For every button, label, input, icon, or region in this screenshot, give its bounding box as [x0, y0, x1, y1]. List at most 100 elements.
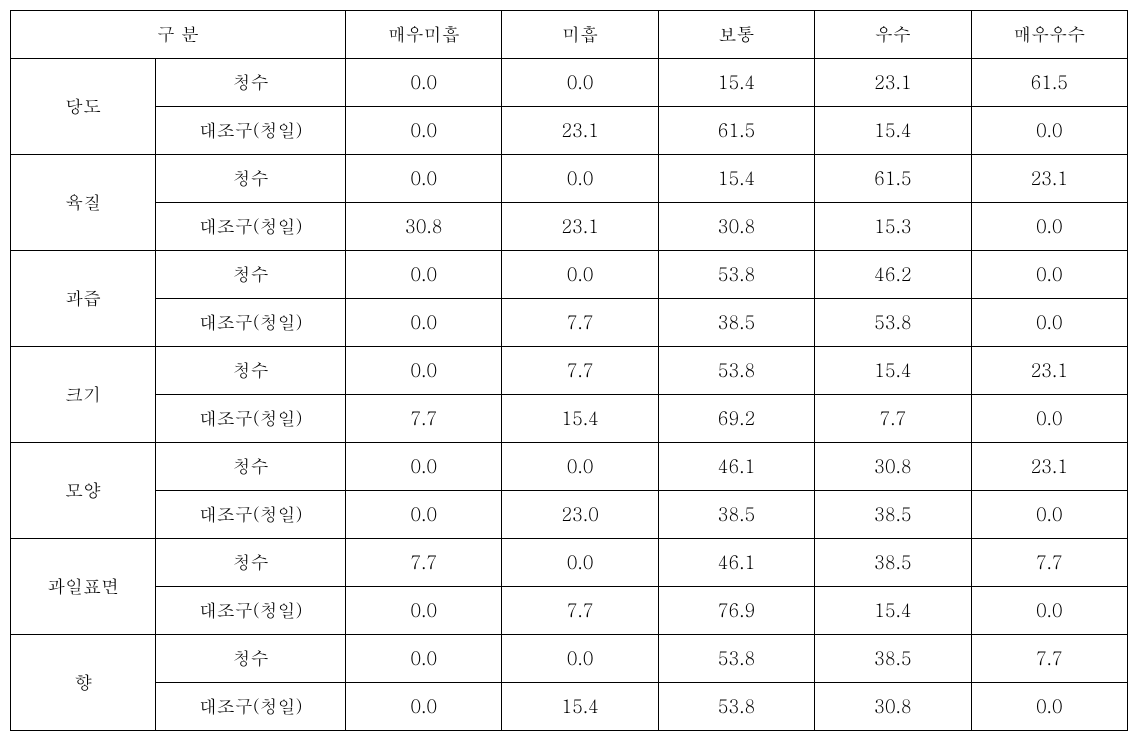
- value-cell: 76.9: [658, 587, 814, 635]
- value-cell: 0.0: [502, 155, 658, 203]
- category-cell: 과즙: [11, 251, 156, 347]
- table-row: 대조구(청일)0.015.453.830.80.0: [11, 683, 1128, 731]
- type-cell: 대조구(청일): [156, 491, 346, 539]
- value-cell: 53.8: [658, 635, 814, 683]
- header-col4: 우수: [815, 11, 971, 59]
- value-cell: 23.1: [502, 107, 658, 155]
- value-cell: 0.0: [346, 299, 502, 347]
- value-cell: 15.3: [815, 203, 971, 251]
- value-cell: 23.1: [815, 59, 971, 107]
- value-cell: 7.7: [502, 587, 658, 635]
- value-cell: 0.0: [971, 491, 1127, 539]
- value-cell: 7.7: [502, 347, 658, 395]
- value-cell: 0.0: [346, 347, 502, 395]
- value-cell: 38.5: [815, 491, 971, 539]
- header-col2: 미흡: [502, 11, 658, 59]
- value-cell: 15.4: [815, 587, 971, 635]
- table-row: 과일표면청수7.70.046.138.57.7: [11, 539, 1128, 587]
- value-cell: 15.4: [815, 347, 971, 395]
- value-cell: 30.8: [815, 443, 971, 491]
- value-cell: 0.0: [971, 683, 1127, 731]
- category-cell: 크기: [11, 347, 156, 443]
- header-col1: 매우미흡: [346, 11, 502, 59]
- value-cell: 0.0: [346, 683, 502, 731]
- value-cell: 7.7: [815, 395, 971, 443]
- header-col3: 보통: [658, 11, 814, 59]
- value-cell: 23.1: [502, 203, 658, 251]
- category-cell: 육질: [11, 155, 156, 251]
- category-cell: 모양: [11, 443, 156, 539]
- value-cell: 23.1: [971, 347, 1127, 395]
- value-cell: 0.0: [346, 587, 502, 635]
- table-row: 대조구(청일)7.715.469.27.70.0: [11, 395, 1128, 443]
- value-cell: 0.0: [346, 59, 502, 107]
- table-row: 향청수0.00.053.838.57.7: [11, 635, 1128, 683]
- value-cell: 38.5: [658, 299, 814, 347]
- value-cell: 38.5: [658, 491, 814, 539]
- value-cell: 0.0: [502, 59, 658, 107]
- value-cell: 0.0: [502, 251, 658, 299]
- value-cell: 15.4: [502, 395, 658, 443]
- header-col5: 매우우수: [971, 11, 1127, 59]
- value-cell: 0.0: [346, 155, 502, 203]
- value-cell: 0.0: [502, 443, 658, 491]
- value-cell: 38.5: [815, 635, 971, 683]
- value-cell: 0.0: [971, 299, 1127, 347]
- value-cell: 7.7: [971, 539, 1127, 587]
- value-cell: 46.1: [658, 539, 814, 587]
- table-row: 과즙청수0.00.053.846.20.0: [11, 251, 1128, 299]
- table-row: 대조구(청일)0.023.161.515.40.0: [11, 107, 1128, 155]
- type-cell: 청수: [156, 59, 346, 107]
- table-row: 대조구(청일)0.023.038.538.50.0: [11, 491, 1128, 539]
- value-cell: 30.8: [815, 683, 971, 731]
- table-row: 당도청수0.00.015.423.161.5: [11, 59, 1128, 107]
- type-cell: 청수: [156, 155, 346, 203]
- value-cell: 15.4: [502, 683, 658, 731]
- value-cell: 30.8: [658, 203, 814, 251]
- value-cell: 53.8: [658, 683, 814, 731]
- type-cell: 대조구(청일): [156, 203, 346, 251]
- type-cell: 청수: [156, 635, 346, 683]
- value-cell: 61.5: [658, 107, 814, 155]
- value-cell: 0.0: [346, 491, 502, 539]
- value-cell: 15.4: [658, 155, 814, 203]
- type-cell: 청수: [156, 443, 346, 491]
- value-cell: 0.0: [346, 635, 502, 683]
- value-cell: 38.5: [815, 539, 971, 587]
- header-category: 구 분: [11, 11, 346, 59]
- type-cell: 대조구(청일): [156, 395, 346, 443]
- value-cell: 0.0: [971, 395, 1127, 443]
- value-cell: 15.4: [658, 59, 814, 107]
- type-cell: 청수: [156, 539, 346, 587]
- value-cell: 0.0: [502, 539, 658, 587]
- value-cell: 0.0: [971, 251, 1127, 299]
- value-cell: 53.8: [658, 251, 814, 299]
- table-row: 대조구(청일)0.07.776.915.40.0: [11, 587, 1128, 635]
- value-cell: 15.4: [815, 107, 971, 155]
- table-row: 육질청수0.00.015.461.523.1: [11, 155, 1128, 203]
- value-cell: 23.1: [971, 155, 1127, 203]
- type-cell: 대조구(청일): [156, 107, 346, 155]
- table-row: 대조구(청일)30.823.130.815.30.0: [11, 203, 1128, 251]
- value-cell: 7.7: [346, 539, 502, 587]
- value-cell: 53.8: [658, 347, 814, 395]
- value-cell: 7.7: [971, 635, 1127, 683]
- value-cell: 69.2: [658, 395, 814, 443]
- value-cell: 0.0: [502, 635, 658, 683]
- type-cell: 대조구(청일): [156, 299, 346, 347]
- table-row: 대조구(청일)0.07.738.553.80.0: [11, 299, 1128, 347]
- value-cell: 61.5: [971, 59, 1127, 107]
- category-cell: 과일표면: [11, 539, 156, 635]
- value-cell: 0.0: [346, 251, 502, 299]
- evaluation-table: 구 분 매우미흡 미흡 보통 우수 매우우수 당도청수0.00.015.423.…: [10, 10, 1128, 731]
- type-cell: 대조구(청일): [156, 587, 346, 635]
- value-cell: 30.8: [346, 203, 502, 251]
- value-cell: 7.7: [502, 299, 658, 347]
- value-cell: 23.0: [502, 491, 658, 539]
- category-cell: 향: [11, 635, 156, 731]
- table-row: 모양청수0.00.046.130.823.1: [11, 443, 1128, 491]
- category-cell: 당도: [11, 59, 156, 155]
- value-cell: 46.1: [658, 443, 814, 491]
- value-cell: 0.0: [971, 107, 1127, 155]
- value-cell: 61.5: [815, 155, 971, 203]
